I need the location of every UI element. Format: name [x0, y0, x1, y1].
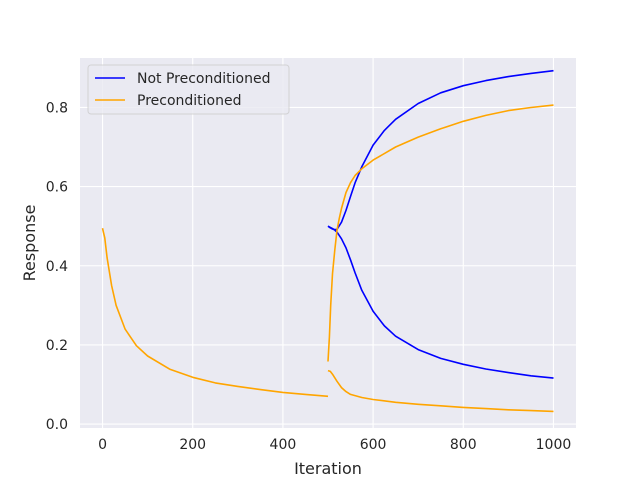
x-tick-label: 400 [270, 437, 297, 453]
x-tick-label: 600 [360, 437, 387, 453]
y-tick-label: 0.4 [46, 259, 68, 275]
plot-area [80, 58, 576, 428]
legend-label-preconditioned: Preconditioned [137, 93, 242, 109]
x-axis-label: Iteration [294, 459, 362, 478]
legend-box [87, 64, 290, 115]
x-tick-label: 200 [179, 437, 206, 453]
series-line-preconditioned [101, 228, 329, 398]
tick-labels: 0 200 400 600 800 1000 0.0 0.2 0.4 0.6 0.8 [46, 100, 572, 453]
y-tick-label: 0.0 [46, 417, 68, 433]
series-layer [101, 69, 554, 413]
y-axis-label: Response [20, 205, 39, 282]
y-tick-label: 0.6 [46, 180, 68, 196]
x-tick-label: 1000 [536, 437, 572, 453]
grid-lines [80, 58, 576, 428]
y-tick-label: 0.2 [46, 338, 68, 354]
legend-label-not-preconditioned: Not Preconditioned [137, 71, 270, 87]
x-tick-label: 800 [450, 437, 477, 453]
series-line-preconditioned [327, 104, 554, 362]
y-tick-label: 0.8 [46, 100, 68, 116]
x-tick-label: 0 [98, 437, 107, 453]
series-line-preconditioned [327, 369, 554, 413]
legend: Not Preconditioned Preconditioned [87, 64, 290, 115]
series-line-not-preconditioned [327, 225, 554, 379]
